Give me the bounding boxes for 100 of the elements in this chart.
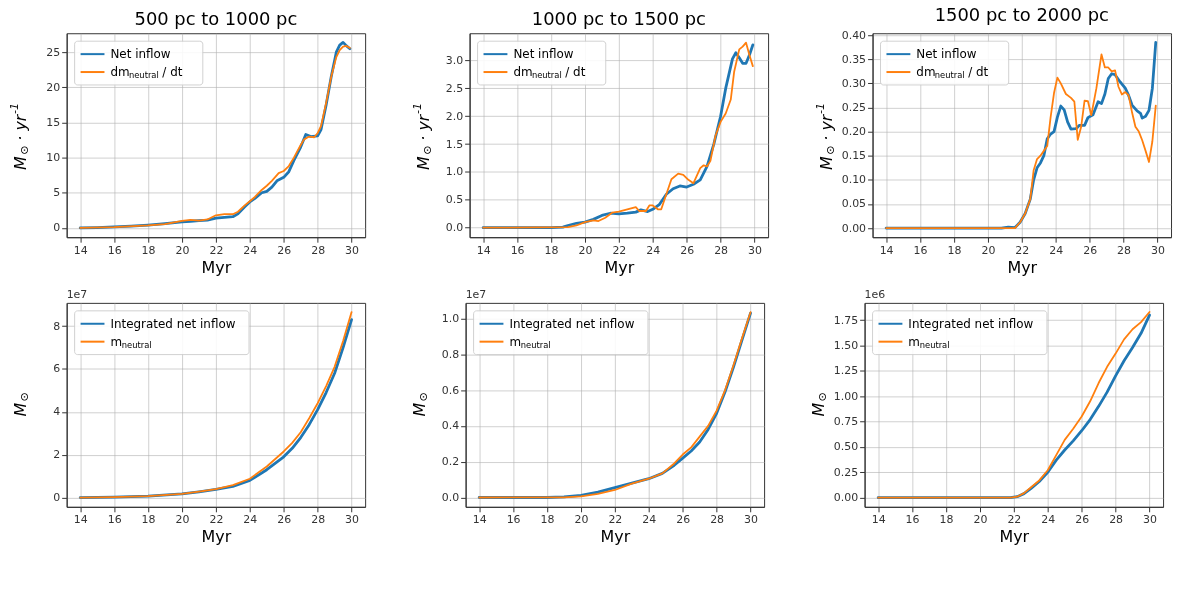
y-tick-label: 0.20 bbox=[841, 125, 867, 139]
x-tick-label: 14 bbox=[871, 513, 886, 527]
x-tick-label: 18 bbox=[141, 513, 156, 527]
y-tick-label: 1.25 bbox=[833, 364, 859, 378]
y-tick-label: 2.5 bbox=[445, 81, 464, 95]
x-tick-label: 22 bbox=[612, 243, 627, 257]
y-axis-title: M⊙ · yr-1 bbox=[813, 102, 838, 170]
x-tick-label: 24 bbox=[642, 513, 657, 527]
x-tick-label: 22 bbox=[1015, 243, 1030, 257]
legend-label: Integrated net inflow bbox=[908, 316, 1034, 331]
y-tick-label: 10 bbox=[46, 151, 61, 165]
y-tick-label: 0.40 bbox=[841, 28, 867, 42]
x-tick-label: 24 bbox=[1049, 243, 1064, 257]
x-axis-title: Myr bbox=[201, 527, 232, 547]
y-tick-label: 0.0 bbox=[441, 490, 460, 504]
x-tick-label: 26 bbox=[676, 513, 691, 527]
y-tick-label: 4 bbox=[53, 405, 61, 419]
x-tick-label: 16 bbox=[107, 243, 122, 257]
y-tick-label: 0.30 bbox=[841, 76, 867, 90]
y-tick-label: 25 bbox=[46, 45, 61, 59]
y-tick-label: 0.10 bbox=[841, 173, 867, 187]
text: 1e7 bbox=[66, 287, 88, 301]
y-tick-label: 0.35 bbox=[841, 52, 867, 66]
x-axis-title: Myr bbox=[201, 257, 232, 277]
x-tick-label: 22 bbox=[209, 243, 224, 257]
y-tick-label: 0.2 bbox=[441, 455, 460, 469]
x-tick-label: 22 bbox=[209, 513, 224, 527]
y-tick-label: 0.6 bbox=[441, 383, 460, 397]
x-tick-label: 18 bbox=[544, 243, 559, 257]
x-tick-label: 22 bbox=[1007, 513, 1022, 527]
x-tick-label: 14 bbox=[476, 243, 491, 257]
y-tick-label: 0 bbox=[53, 221, 61, 235]
x-tick-label: 20 bbox=[574, 513, 589, 527]
y-tick-label: 0.75 bbox=[833, 415, 859, 429]
y-tick-label: 1.0 bbox=[441, 311, 460, 325]
y-tick-label: 1.50 bbox=[833, 338, 859, 352]
y-tick-label: 8 bbox=[53, 319, 61, 333]
y-tick-label: 0.05 bbox=[841, 197, 867, 211]
x-tick-label: 26 bbox=[277, 243, 292, 257]
x-tick-label: 20 bbox=[175, 513, 190, 527]
x-tick-label: 18 bbox=[141, 243, 156, 257]
y-tick-label: 0.8 bbox=[441, 347, 460, 361]
x-tick-label: 22 bbox=[608, 513, 623, 527]
x-tick-label: 26 bbox=[680, 243, 695, 257]
x-tick-label: 30 bbox=[345, 513, 360, 527]
y-tick-label: 0.50 bbox=[833, 440, 859, 454]
y-tick-label: 0.25 bbox=[833, 465, 859, 479]
x-axis-title: Myr bbox=[604, 257, 635, 277]
x-tick-label: 30 bbox=[1151, 243, 1165, 257]
y-tick-label: 1.5 bbox=[445, 137, 464, 151]
x-tick-label: 14 bbox=[879, 243, 894, 257]
chart-title: 500 pc to 1000 pc bbox=[134, 8, 298, 30]
x-tick-label: 16 bbox=[506, 513, 521, 527]
y-tick-label: 0.00 bbox=[841, 221, 867, 235]
x-tick-label: 20 bbox=[175, 243, 190, 257]
y-axis-title: M⊙ bbox=[10, 392, 32, 417]
y-tick-label: 0.25 bbox=[841, 100, 867, 114]
text: 1e7 bbox=[465, 287, 487, 301]
legend-label: Integrated net inflow bbox=[509, 316, 635, 331]
x-tick-label: 18 bbox=[939, 513, 954, 527]
x-tick-label: 26 bbox=[1075, 513, 1090, 527]
y-tick-label: 1.75 bbox=[833, 313, 859, 327]
chart-title: 1000 pc to 1500 pc bbox=[531, 8, 706, 30]
x-tick-label: 30 bbox=[1143, 513, 1157, 527]
x-tick-label: 30 bbox=[748, 243, 763, 257]
text: 1e6 bbox=[864, 287, 886, 301]
x-tick-label: 24 bbox=[243, 243, 258, 257]
x-tick-label: 16 bbox=[905, 513, 920, 527]
y-tick-label: 20 bbox=[46, 80, 61, 94]
y-tick-label: 0.0 bbox=[445, 221, 464, 235]
y-tick-label: 0.4 bbox=[441, 419, 460, 433]
y-axis-title: M⊙ · yr-1 bbox=[410, 102, 435, 170]
chart-title: 1500 pc to 2000 pc bbox=[934, 4, 1109, 26]
x-axis-title: Myr bbox=[600, 527, 631, 547]
y-tick-label: 6 bbox=[53, 362, 61, 376]
x-tick-label: 24 bbox=[646, 243, 661, 257]
x-tick-label: 18 bbox=[947, 243, 962, 257]
legend-label: Net inflow bbox=[513, 47, 574, 62]
x-tick-label: 28 bbox=[311, 513, 326, 527]
y-tick-label: 2 bbox=[53, 448, 61, 462]
x-tick-label: 24 bbox=[1041, 513, 1056, 527]
x-tick-label: 30 bbox=[345, 243, 360, 257]
x-tick-label: 26 bbox=[1083, 243, 1098, 257]
y-tick-label: 1.00 bbox=[833, 389, 859, 403]
x-tick-label: 28 bbox=[311, 243, 326, 257]
x-tick-label: 14 bbox=[73, 513, 88, 527]
y-tick-label: 5 bbox=[53, 186, 61, 200]
y-tick-label: 0.15 bbox=[841, 149, 867, 163]
y-axis-title: M⊙ bbox=[409, 392, 431, 417]
x-tick-label: 16 bbox=[913, 243, 928, 257]
x-tick-label: 28 bbox=[714, 243, 729, 257]
y-tick-label: 1.0 bbox=[445, 165, 464, 179]
x-tick-label: 20 bbox=[981, 243, 996, 257]
x-tick-label: 16 bbox=[510, 243, 525, 257]
x-tick-label: 30 bbox=[744, 513, 759, 527]
y-tick-label: 2.0 bbox=[445, 109, 464, 123]
x-tick-label: 26 bbox=[277, 513, 292, 527]
y-tick-label: 15 bbox=[46, 115, 61, 129]
x-tick-label: 28 bbox=[1109, 513, 1124, 527]
y-tick-label: 3.0 bbox=[445, 54, 464, 68]
